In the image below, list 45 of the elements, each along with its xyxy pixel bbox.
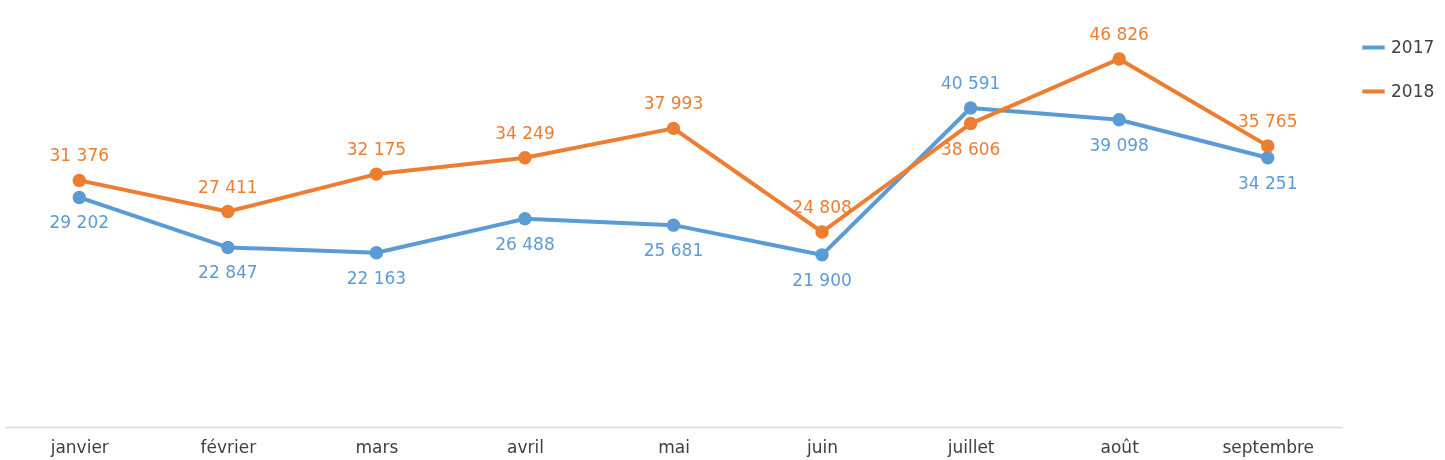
point (221, 204, 235, 219)
data-label: 26 488 (495, 233, 555, 254)
x-tick-label: février (200, 436, 257, 457)
point (369, 167, 384, 181)
data-label: 40 591 (940, 72, 1001, 93)
x-tick-label: avril (506, 436, 544, 457)
x-tick-label: août (1100, 436, 1140, 457)
data-label: 39 098 (1089, 134, 1149, 155)
data-label: 34 251 (1237, 172, 1298, 193)
point (518, 212, 532, 226)
point (963, 101, 978, 115)
data-label: 25 681 (643, 240, 704, 261)
data-label: 37 993 (643, 93, 704, 114)
point (815, 248, 829, 262)
point (72, 190, 86, 205)
point (1112, 112, 1126, 127)
x-tick-label: janvier (49, 436, 109, 457)
x-tick-label: mai (658, 436, 690, 457)
data-label: 22 847 (198, 262, 258, 283)
x-tick-label: juin (806, 436, 839, 457)
point (666, 121, 681, 136)
legend-label: 2017 (1391, 36, 1435, 57)
data-label: 32 175 (346, 139, 407, 160)
point (1261, 139, 1275, 153)
x-tick-label: septembre (1222, 436, 1315, 457)
data-label: 31 376 (49, 145, 110, 166)
point (369, 246, 384, 260)
point (221, 240, 235, 255)
x-tick-label: mars (355, 436, 399, 457)
data-label: 27 411 (198, 176, 258, 197)
point (815, 225, 829, 239)
legend-label: 2018 (1391, 80, 1435, 101)
point (1261, 151, 1275, 165)
data-label: 46 826 (1089, 23, 1149, 44)
x-tick-label: juillet (946, 436, 995, 457)
point (666, 218, 681, 232)
data-label: 35 765 (1237, 110, 1298, 131)
data-label: 22 163 (346, 267, 407, 288)
data-label: 21 900 (792, 269, 852, 290)
point (963, 116, 978, 131)
data-label: 29 202 (49, 212, 110, 233)
point (1112, 52, 1126, 66)
point (72, 173, 86, 188)
point (518, 151, 532, 165)
data-label: 34 249 (495, 122, 555, 143)
